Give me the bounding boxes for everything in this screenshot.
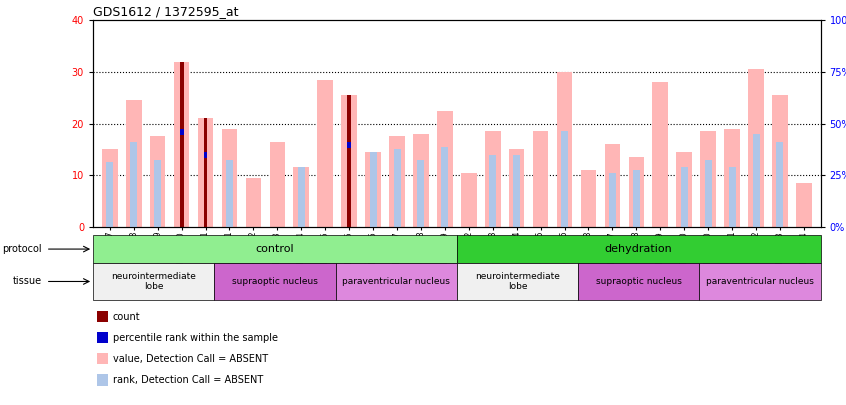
Bar: [179, 62, 184, 227]
Text: supraoptic nucleus: supraoptic nucleus: [232, 277, 318, 286]
Bar: [130, 142, 137, 227]
Bar: [97, 332, 108, 343]
Bar: [772, 95, 788, 227]
Bar: [728, 167, 735, 227]
Text: neurointermediate
lobe: neurointermediate lobe: [475, 272, 560, 291]
Bar: [580, 170, 596, 227]
Bar: [97, 353, 108, 364]
Bar: [724, 129, 740, 227]
Text: control: control: [255, 244, 294, 254]
Bar: [150, 136, 166, 227]
Bar: [102, 149, 118, 227]
Bar: [365, 152, 381, 227]
Bar: [681, 167, 688, 227]
Bar: [342, 95, 357, 227]
Bar: [107, 162, 113, 227]
Bar: [652, 82, 668, 227]
Bar: [179, 129, 184, 135]
Bar: [97, 374, 108, 386]
Bar: [245, 178, 261, 227]
Bar: [93, 263, 214, 300]
Bar: [347, 142, 351, 227]
Bar: [347, 142, 351, 148]
Bar: [437, 111, 453, 227]
Bar: [298, 167, 305, 227]
Bar: [204, 152, 207, 227]
Bar: [126, 100, 141, 227]
Text: paraventricular nucleus: paraventricular nucleus: [343, 277, 450, 286]
Bar: [457, 263, 578, 300]
Bar: [389, 136, 404, 227]
Text: dehydration: dehydration: [605, 244, 673, 254]
Text: rank, Detection Call = ABSENT: rank, Detection Call = ABSENT: [113, 375, 263, 385]
Bar: [700, 263, 821, 300]
Bar: [752, 134, 760, 227]
Bar: [222, 129, 237, 227]
Bar: [533, 131, 548, 227]
Text: percentile rank within the sample: percentile rank within the sample: [113, 333, 277, 343]
Text: neurointermediate
lobe: neurointermediate lobe: [112, 272, 196, 291]
Bar: [294, 167, 309, 227]
Bar: [204, 118, 207, 227]
Bar: [270, 142, 285, 227]
Text: tissue: tissue: [13, 277, 42, 286]
Bar: [347, 95, 351, 227]
Bar: [796, 183, 811, 227]
Bar: [705, 160, 711, 227]
Text: GDS1612 / 1372595_at: GDS1612 / 1372595_at: [93, 5, 239, 18]
Bar: [97, 311, 108, 322]
Bar: [214, 263, 336, 300]
Bar: [677, 152, 692, 227]
Text: value, Detection Call = ABSENT: value, Detection Call = ABSENT: [113, 354, 268, 364]
Bar: [457, 235, 821, 263]
Bar: [198, 118, 213, 227]
Text: protocol: protocol: [3, 244, 42, 254]
Text: paraventricular nucleus: paraventricular nucleus: [706, 277, 814, 286]
Bar: [605, 144, 620, 227]
Bar: [370, 152, 376, 227]
Bar: [777, 142, 783, 227]
Bar: [629, 157, 644, 227]
Bar: [509, 149, 525, 227]
Bar: [417, 160, 425, 227]
Bar: [514, 154, 520, 227]
Bar: [226, 160, 233, 227]
Text: count: count: [113, 311, 140, 322]
Bar: [173, 62, 190, 227]
Bar: [93, 235, 457, 263]
Bar: [561, 131, 568, 227]
Bar: [609, 173, 616, 227]
Bar: [633, 170, 640, 227]
Bar: [557, 72, 572, 227]
Bar: [317, 80, 333, 227]
Bar: [413, 134, 429, 227]
Bar: [442, 147, 448, 227]
Bar: [578, 263, 700, 300]
Bar: [485, 131, 501, 227]
Bar: [336, 263, 457, 300]
Bar: [393, 149, 400, 227]
Bar: [204, 152, 207, 158]
Bar: [700, 131, 716, 227]
Bar: [748, 69, 764, 227]
Text: supraoptic nucleus: supraoptic nucleus: [596, 277, 682, 286]
Bar: [179, 129, 184, 227]
Bar: [461, 173, 476, 227]
Bar: [154, 160, 162, 227]
Bar: [489, 154, 497, 227]
